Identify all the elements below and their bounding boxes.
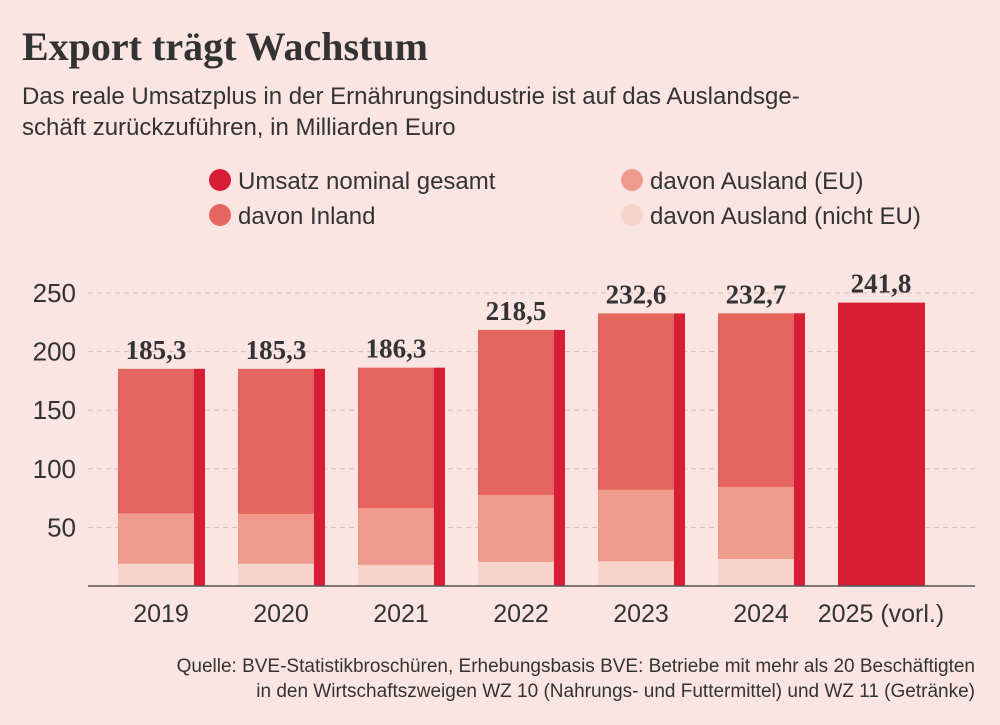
bar-total	[314, 368, 325, 586]
bar-total	[434, 367, 445, 586]
bar-total	[674, 313, 685, 586]
bar-total	[554, 329, 565, 586]
legend-swatch	[621, 204, 643, 226]
source: in den Wirtschaftszweigen WZ 10 (Nahrung…	[256, 681, 975, 702]
value-label: 218,5	[486, 296, 547, 326]
legend-label: davon Ausland (nicht EU)	[650, 203, 921, 230]
bar-segment	[478, 495, 554, 562]
bar-total	[794, 313, 805, 586]
y-tick-label: 150	[33, 395, 76, 425]
x-tick-label: 2019	[133, 600, 189, 628]
x-tick-label: 2023	[613, 600, 669, 628]
bar-segment	[718, 313, 794, 487]
y-tick-label: 100	[33, 454, 76, 484]
value-label: 232,6	[606, 279, 667, 309]
bar-segment	[118, 513, 194, 564]
bar-segment	[478, 561, 554, 586]
x-tick-label: 2021	[373, 600, 429, 628]
bar-segment	[118, 563, 194, 586]
legend-swatch	[209, 169, 231, 191]
bar-segment	[358, 508, 434, 565]
subtitle: Das reale Umsatzplus in der Ernährungsin…	[22, 83, 800, 110]
bar-segment	[598, 561, 674, 586]
bar-segment	[358, 367, 434, 509]
bar-segment	[358, 564, 434, 586]
legend-label: Umsatz nominal gesamt	[238, 168, 496, 195]
x-tick-label: 2025 (vorl.)	[818, 600, 944, 628]
legend-label: davon Ausland (EU)	[650, 168, 863, 195]
bar-segment	[598, 489, 674, 562]
y-tick-label: 250	[33, 278, 76, 308]
y-tick-label: 200	[33, 337, 76, 367]
x-tick-label: 2020	[253, 600, 309, 628]
legend-swatch	[621, 169, 643, 191]
bar-segment	[598, 313, 674, 490]
bar-segment	[238, 513, 314, 564]
legend-label: davon Inland	[238, 203, 375, 230]
bar-segment	[238, 563, 314, 586]
value-label: 185,3	[246, 335, 307, 365]
source: Quelle: BVE-Statistikbroschüren, Erhebun…	[177, 656, 975, 677]
bar-segment	[118, 368, 194, 514]
x-tick-label: 2022	[493, 600, 549, 628]
bar-total	[194, 368, 205, 586]
value-label: 185,3	[126, 335, 187, 365]
bar-segment	[718, 559, 794, 586]
bar-total	[838, 302, 925, 586]
value-label: 232,7	[726, 279, 787, 309]
value-label: 241,8	[851, 269, 912, 299]
legend-swatch	[209, 204, 231, 226]
y-tick-label: 50	[47, 512, 76, 542]
subtitle: schäft zurückzuführen, in Milliarden Eur…	[22, 114, 456, 141]
bar-segment	[238, 368, 314, 514]
chart-title: Export trägt Wachstum	[22, 24, 428, 69]
bar-segment	[478, 329, 554, 496]
x-tick-label: 2024	[733, 600, 789, 628]
value-label: 186,3	[366, 334, 427, 364]
bar-segment	[718, 486, 794, 560]
